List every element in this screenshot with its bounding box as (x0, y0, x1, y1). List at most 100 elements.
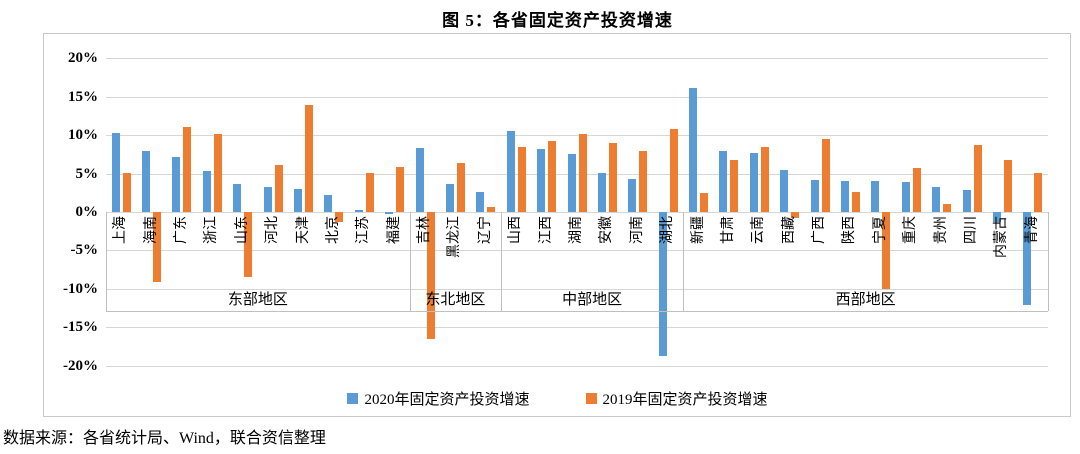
category-label: 湖北 (660, 216, 676, 244)
category-label: 安徽 (599, 216, 615, 244)
bar-2019 (213, 134, 222, 212)
bar-2020 (233, 184, 242, 212)
legend-label: 2020年固定资产投资增速 (364, 392, 530, 408)
bar-2019 (912, 168, 921, 212)
bar-2019 (730, 159, 739, 212)
bar-2019 (305, 105, 314, 212)
category-label: 江苏 (356, 216, 372, 244)
bar-2020 (992, 212, 1001, 222)
region-label: 西部地区 (835, 292, 896, 308)
bar-2019 (244, 212, 253, 277)
bar-2019 (1034, 172, 1043, 212)
y-axis-tick-label: -5% (70, 242, 99, 259)
bar-2020 (628, 178, 637, 212)
bar-2019 (821, 139, 830, 212)
region-label: 东北地区 (425, 292, 486, 308)
region-divider (683, 212, 685, 311)
category-label: 广西 (812, 216, 828, 244)
bar-2019 (335, 212, 344, 222)
gridline (106, 250, 1048, 252)
bar-2020 (202, 170, 211, 212)
category-label: 北京 (325, 216, 341, 244)
category-label: 云南 (751, 216, 767, 244)
category-label: 西藏 (781, 216, 797, 244)
bar-2019 (396, 166, 405, 212)
region-label: 中部地区 (562, 292, 623, 308)
bar-2020 (658, 212, 667, 357)
category-label: 天津 (295, 216, 311, 244)
legend-item: 2019年固定资产投资增速 (585, 388, 768, 409)
bar-2019 (274, 165, 283, 212)
bar-2020 (415, 148, 424, 212)
category-label: 新疆 (690, 216, 706, 244)
bar-2019 (760, 146, 769, 212)
category-label: 山东 (234, 216, 250, 244)
bar-2020 (901, 182, 910, 212)
gridline (106, 135, 1048, 137)
category-label: 青海 (1024, 216, 1040, 244)
category-label: 山西 (508, 216, 524, 244)
y-axis-tick-label: 10% (68, 127, 98, 144)
gridline (106, 365, 1048, 367)
bar-2019 (943, 204, 952, 212)
bar-2019 (608, 142, 617, 212)
bar-2020 (476, 192, 485, 212)
chart-title: 图 5：各省固定资产投资增速 (442, 11, 673, 30)
bar-2019 (365, 172, 374, 212)
bar-2020 (172, 156, 181, 212)
bar-2019 (183, 126, 192, 212)
category-label: 河北 (265, 216, 281, 244)
bar-2019 (1003, 159, 1012, 212)
region-divider (106, 212, 107, 311)
y-axis-tick-label: 5% (75, 165, 99, 182)
category-label: 湖南 (569, 216, 584, 244)
category-label: 陕西 (842, 216, 858, 244)
bar-2020 (142, 150, 151, 212)
chart-legend: 2020年固定资产投资增速 2019年固定资产投资增速 (43, 388, 1072, 409)
bar-2020 (385, 212, 394, 215)
bar-2020 (263, 186, 272, 212)
y-axis-tick-label: 20% (68, 50, 98, 67)
bar-2020 (111, 132, 120, 212)
bar-2020 (445, 184, 454, 212)
bar-2020 (537, 149, 546, 212)
category-label: 内蒙古 (994, 216, 1010, 258)
bar-2020 (780, 169, 789, 212)
bar-2020 (567, 153, 576, 212)
region-divider (1048, 212, 1049, 311)
bar-2019 (973, 145, 982, 212)
region-row-bottom-line (106, 311, 1048, 312)
y-axis-tick-label: -15% (63, 319, 98, 336)
region-divider (501, 212, 503, 311)
bar-2019 (426, 212, 435, 339)
category-label: 吉林 (417, 216, 433, 244)
bar-2020 (597, 172, 606, 212)
bar-2020 (871, 181, 880, 212)
bar-2019 (122, 172, 131, 212)
bar-2020 (932, 187, 941, 212)
region-divider (409, 212, 411, 311)
bar-2020 (749, 152, 758, 212)
bar-2020 (810, 179, 819, 212)
category-label: 辽宁 (477, 216, 493, 244)
bar-2019 (639, 150, 648, 212)
bar-2020 (719, 151, 728, 212)
bar-2020 (324, 195, 333, 212)
bar-2020 (840, 180, 849, 212)
bar-2019 (517, 146, 526, 212)
legend-item: 2020年固定资产投资增速 (347, 388, 530, 409)
category-label: 上海 (113, 216, 129, 244)
legend-label: 2019年固定资产投资增速 (602, 392, 768, 408)
gridline (106, 288, 1048, 290)
source-note: 数据来源：各省统计局、Wind，联合资信整理 (3, 430, 326, 447)
legend-swatch-2019 (585, 393, 597, 404)
category-label: 四川 (964, 216, 980, 244)
gridline (106, 58, 1048, 60)
bar-2019 (153, 212, 162, 282)
y-axis-tick-label: 0% (75, 204, 99, 220)
y-axis-tick-label: 15% (68, 88, 98, 105)
category-label: 重庆 (903, 216, 919, 244)
category-label: 福建 (386, 216, 402, 244)
bar-2019 (791, 212, 800, 219)
